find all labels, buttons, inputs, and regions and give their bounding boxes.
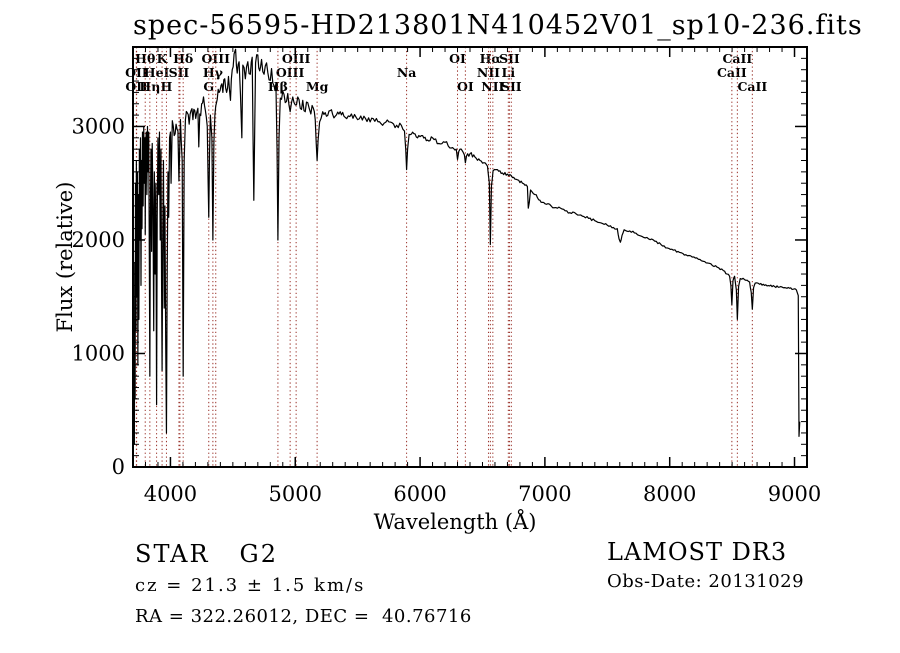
class-label: STAR xyxy=(135,540,210,568)
y-tick-label: 2000 xyxy=(72,228,125,252)
spectral-line-label: CaII xyxy=(722,51,752,66)
subclass-label: G2 xyxy=(239,540,278,568)
obs-date-text: Obs-Date: 20131029 xyxy=(607,571,805,592)
plot-title: spec-56595-HD213801N410452V01_sp10-236.f… xyxy=(133,10,863,41)
classification-line: STAR G2 xyxy=(135,540,278,568)
spectral-line-label: Hα xyxy=(480,51,502,66)
spectral-line-label: OII xyxy=(125,65,148,80)
ra-dec-text: RA = 322.26012, DEC = 40.76716 xyxy=(135,606,472,627)
spectral-line-label: Hδ xyxy=(173,51,193,66)
x-tick-label: 5000 xyxy=(269,482,322,506)
plot-frame xyxy=(132,46,808,468)
spectral-line-label: OIII xyxy=(276,65,305,80)
spectral-line-label: OI xyxy=(449,51,466,66)
x-tick-label: 4000 xyxy=(144,482,197,506)
y-axis-title: Flux (relative) xyxy=(53,182,77,333)
spectral-line-label: HeI xyxy=(144,65,170,80)
x-tick-label: 6000 xyxy=(393,482,446,506)
x-tick-label: 9000 xyxy=(768,482,821,506)
y-tick-label: 3000 xyxy=(72,114,125,138)
survey-release-text: LAMOST DR3 xyxy=(607,538,788,566)
radial-velocity-text: cz = 21.3 ± 1.5 km/s xyxy=(135,575,366,596)
spectral-line-label: Na xyxy=(397,65,417,80)
y-tick-label: 0 xyxy=(112,455,125,479)
spectral-line-label: NII xyxy=(477,65,500,80)
spectral-line-label: SII xyxy=(169,65,190,80)
spectrum-trace xyxy=(133,48,801,445)
spectral-line-label: Hθ xyxy=(135,51,155,66)
spectral-line-label: K xyxy=(157,51,169,66)
spectral-line-label: OIII xyxy=(282,51,311,66)
x-tick-label: 7000 xyxy=(518,482,571,506)
spectral-line-label: OIII xyxy=(202,51,231,66)
spectral-line-label: CaII xyxy=(717,65,747,80)
y-tick-label: 1000 xyxy=(72,341,125,365)
spectral-line-label: Hγ xyxy=(203,65,224,80)
x-tick-label: 8000 xyxy=(643,482,696,506)
x-axis-title: Wavelength (Å) xyxy=(374,509,537,534)
spectral-line-label: Li xyxy=(502,65,516,80)
spectral-line-label: SII xyxy=(499,51,520,66)
